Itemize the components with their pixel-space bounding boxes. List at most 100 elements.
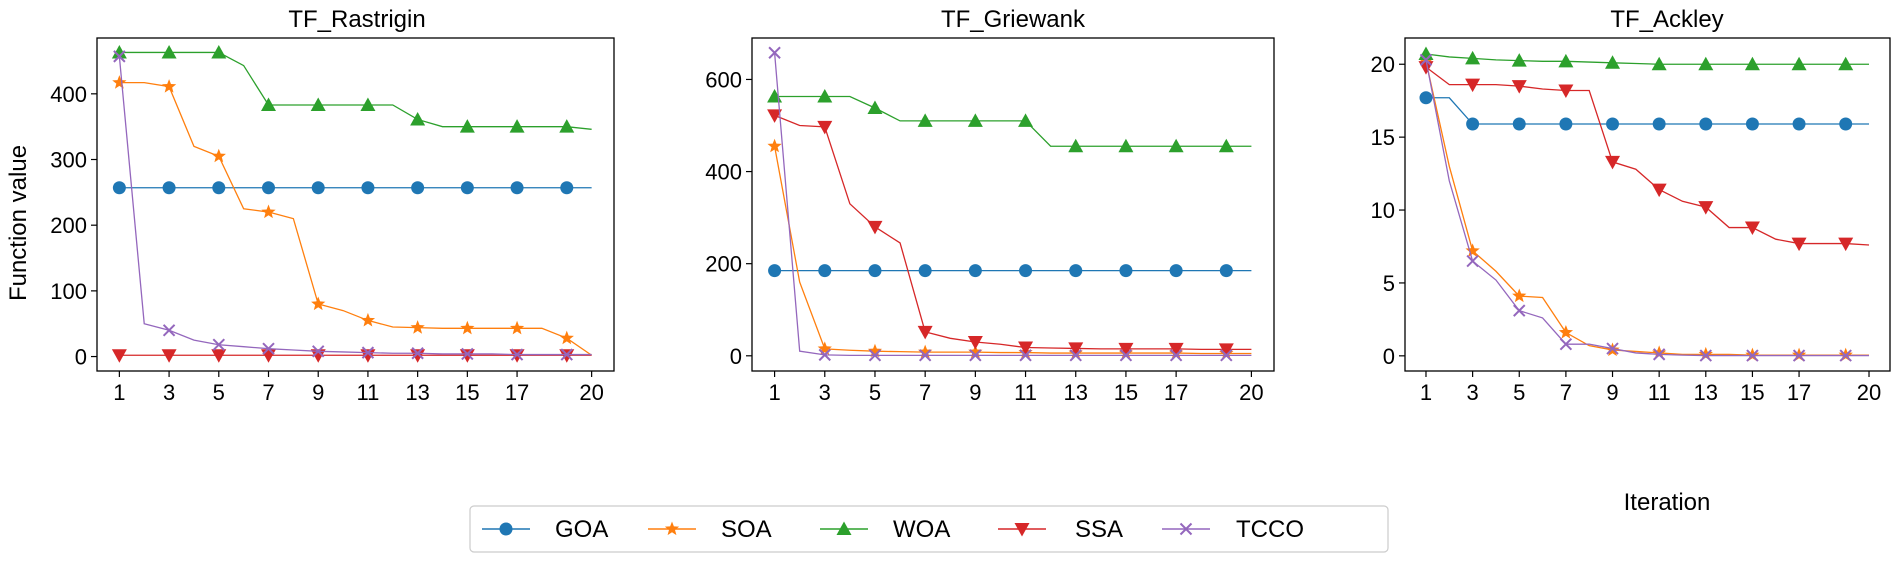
data-point (1419, 53, 1433, 67)
x-tick-label: 1 (768, 380, 780, 405)
data-point (1698, 56, 1714, 71)
data-point (162, 181, 176, 195)
legend-label: GOA (555, 516, 608, 543)
series-soa (1418, 53, 1870, 362)
data-point (1792, 117, 1806, 131)
data-point (112, 181, 126, 195)
x-tick-label: 7 (919, 380, 931, 405)
x-tick-label: 17 (1164, 380, 1188, 405)
data-point (767, 109, 783, 123)
legend-label: SOA (721, 516, 772, 543)
data-point (1119, 264, 1133, 278)
subplot-title: TF_Ackley (1610, 6, 1723, 33)
data-point (918, 264, 932, 278)
data-point (868, 349, 882, 362)
x-tick-label: 11 (357, 380, 380, 405)
x-tick-label: 1 (1420, 380, 1432, 405)
x-tick-label: 9 (1606, 380, 1618, 405)
data-point (460, 320, 475, 335)
series-line (773, 52, 1252, 356)
data-point (1606, 117, 1620, 131)
data-point (161, 44, 177, 59)
subplot-title: TF_Rastrigin (288, 6, 425, 33)
data-point (510, 348, 524, 361)
y-tick-label: 0 (1383, 344, 1395, 369)
x-tick-label: 5 (1513, 380, 1525, 405)
y-axis-label: Function value (5, 145, 32, 301)
data-point (361, 346, 375, 359)
data-point (212, 338, 226, 351)
data-point (1119, 349, 1133, 362)
series-soa (112, 75, 592, 356)
x-tick-label: 15 (455, 380, 479, 405)
series-line (119, 51, 592, 130)
data-point (1069, 349, 1082, 362)
data-point (1839, 117, 1853, 131)
data-point (1466, 117, 1480, 131)
data-point (1019, 264, 1033, 278)
data-point (459, 119, 475, 133)
legend-entry-goa: GOA (482, 516, 608, 543)
data-point (967, 113, 983, 127)
x-tick-label: 15 (1740, 380, 1764, 405)
plot-area (1404, 37, 1891, 372)
data-point (1652, 348, 1666, 361)
data-point (768, 46, 781, 59)
y-tick-label: 10 (1371, 198, 1395, 223)
data-point (918, 344, 933, 359)
plot-area (96, 37, 615, 372)
data-point (1068, 138, 1084, 153)
data-point (1559, 117, 1573, 131)
y-tick-label: 200 (50, 213, 87, 238)
data-point (1699, 117, 1713, 131)
data-point (818, 264, 832, 278)
y-tick-label: 400 (705, 160, 742, 185)
x-tick-label: 13 (1063, 380, 1087, 405)
data-point (768, 264, 782, 278)
data-point (917, 325, 933, 340)
data-point (1558, 84, 1574, 98)
data-point (967, 335, 983, 350)
legend-marker (1014, 523, 1030, 537)
legend-label: SSA (1075, 516, 1123, 543)
data-point (261, 204, 276, 219)
y-tick-label: 100 (50, 279, 87, 304)
data-point (560, 348, 573, 361)
y-tick-label: 600 (705, 67, 742, 92)
data-point (1513, 304, 1526, 317)
x-tick-label: 17 (505, 380, 529, 405)
data-point (1698, 346, 1713, 361)
x-tick-label: 11 (1648, 380, 1671, 405)
data-point (113, 50, 126, 63)
data-point (461, 347, 474, 361)
data-point (559, 330, 574, 345)
x-tick-label: 13 (1694, 380, 1718, 405)
legend-entry-ssa: SSA (998, 516, 1123, 543)
series-line (119, 82, 592, 356)
data-point (1839, 349, 1852, 362)
series-ssa (1418, 61, 1870, 252)
data-point (312, 345, 325, 358)
y-tick-label: 0 (75, 345, 87, 370)
series-goa (768, 264, 1252, 278)
data-point (410, 320, 425, 334)
data-point (211, 44, 227, 59)
x-tick-label: 1 (113, 380, 125, 405)
data-point (1791, 56, 1807, 71)
series-goa (1419, 91, 1870, 131)
x-tick-label: 3 (163, 380, 175, 405)
data-point (1069, 264, 1083, 278)
data-point (310, 349, 326, 363)
data-point (1698, 201, 1714, 215)
plot-area (751, 37, 1275, 372)
data-point (1465, 50, 1481, 65)
data-point (211, 148, 226, 163)
data-point (509, 119, 525, 133)
data-point (918, 349, 932, 362)
series-line (118, 56, 592, 356)
data-point (1838, 237, 1854, 252)
data-point (1418, 46, 1434, 61)
data-point (111, 44, 127, 59)
data-point (1019, 349, 1032, 362)
data-point (261, 349, 277, 363)
